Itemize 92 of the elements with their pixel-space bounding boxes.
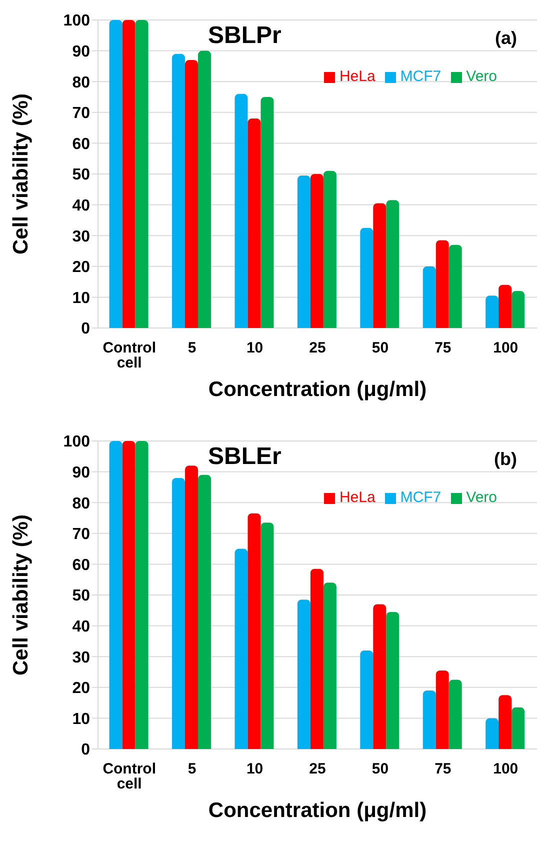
- x-tick-label: 5: [188, 760, 196, 778]
- bar: [172, 54, 186, 328]
- y-tick-label: 90: [72, 464, 90, 482]
- bar: [422, 266, 436, 328]
- x-tick-label: 50: [372, 340, 389, 357]
- y-tick-label: 80: [72, 74, 90, 92]
- x-tick-label: 75: [434, 760, 452, 778]
- x-tick-label: 10: [246, 760, 264, 778]
- y-tick-label: 100: [63, 12, 90, 30]
- y-tick-label: 10: [72, 710, 90, 728]
- y-tick-label: 70: [72, 105, 90, 122]
- bar: [386, 612, 400, 749]
- y-tick-label: 50: [72, 166, 90, 184]
- y-tick-label: 20: [72, 259, 90, 276]
- bar: [373, 604, 386, 749]
- bar: [498, 284, 512, 328]
- x-tick-label: Control cell: [102, 340, 156, 372]
- bar: [109, 20, 122, 328]
- bar: [297, 176, 310, 328]
- y-tick-label: 0: [81, 742, 90, 759]
- bar: [185, 60, 198, 328]
- bar: [109, 441, 122, 749]
- x-axis-title: Concentration (μg/ml): [208, 799, 427, 822]
- y-tick-label: 40: [72, 618, 90, 636]
- bar: [448, 680, 462, 749]
- bar: [512, 291, 525, 328]
- bar: [436, 240, 449, 328]
- legend-label: MCF7: [400, 489, 442, 506]
- chart-title: SBLEr: [208, 443, 282, 471]
- bar: [373, 203, 386, 328]
- x-tick-label: 5: [188, 340, 196, 357]
- y-tick-label: 40: [72, 197, 90, 214]
- y-tick-label: 60: [72, 136, 90, 153]
- legend-label: MCF7: [400, 68, 442, 85]
- bar: [436, 670, 449, 749]
- bar: [234, 94, 248, 328]
- bar: [198, 50, 212, 328]
- bar: [512, 707, 525, 749]
- bar: [310, 174, 324, 328]
- x-tick-label: 100: [493, 340, 518, 357]
- bar: [172, 478, 186, 749]
- y-tick-label: 0: [81, 320, 90, 338]
- bar: [234, 548, 248, 749]
- legend-label: Vero: [466, 68, 497, 85]
- bar: [310, 568, 324, 749]
- x-tick-label: 50: [372, 760, 389, 778]
- bar: [486, 718, 499, 749]
- y-tick-label: 30: [72, 649, 90, 666]
- y-axis-title: Cell viability (%): [9, 514, 32, 676]
- x-tick-label: 10: [246, 340, 264, 357]
- y-tick-label: 20: [72, 680, 90, 698]
- y-tick-label: 100: [63, 434, 90, 451]
- bar: [260, 97, 274, 328]
- bar: [323, 170, 336, 328]
- y-tick-label: 70: [72, 526, 90, 544]
- y-tick-label: 80: [72, 495, 90, 512]
- y-axis-title: Cell viability (%): [9, 93, 32, 255]
- bar: [135, 20, 148, 328]
- legend-label: HeLa: [339, 68, 376, 85]
- y-tick-label: 60: [72, 556, 90, 574]
- bar: [198, 474, 212, 749]
- bar: [297, 600, 310, 749]
- annotation: (a): [495, 28, 517, 49]
- bar: [260, 522, 274, 749]
- bar: [360, 650, 374, 749]
- legend-label: HeLa: [339, 489, 376, 506]
- bar: [323, 582, 336, 749]
- bar: [135, 441, 148, 749]
- bar: [122, 441, 136, 749]
- y-tick-label: 90: [72, 43, 90, 60]
- legend-label: Vero: [466, 489, 497, 506]
- x-tick-label: 100: [493, 760, 518, 778]
- bar: [486, 296, 499, 328]
- x-tick-label: 25: [309, 340, 326, 357]
- chart-title: SBLPr: [208, 22, 282, 50]
- bar: [386, 200, 400, 328]
- y-tick-label: 50: [72, 588, 90, 605]
- bar: [360, 228, 374, 328]
- bar: [448, 244, 462, 328]
- y-tick-label: 30: [72, 228, 90, 246]
- x-tick-label: 25: [309, 760, 326, 778]
- bar: [248, 513, 261, 749]
- x-tick-label: Control cell: [102, 760, 156, 793]
- bar: [248, 118, 261, 328]
- y-tick-label: 10: [72, 290, 90, 307]
- bar: [122, 20, 136, 328]
- bar: [422, 690, 436, 749]
- x-axis-title: Concentration (μg/ml): [208, 378, 427, 401]
- bar: [498, 695, 512, 749]
- x-tick-label: 75: [434, 340, 452, 357]
- bar: [185, 466, 198, 749]
- annotation: (b): [494, 449, 517, 470]
